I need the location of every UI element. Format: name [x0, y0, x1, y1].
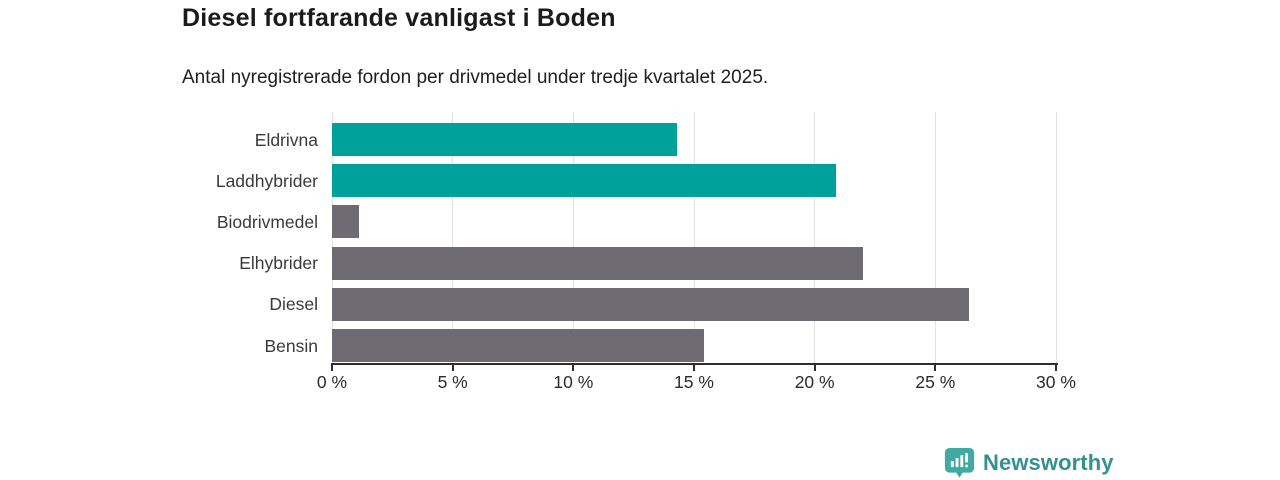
x-tick-mark	[451, 365, 454, 371]
category-axis: Eldrivna Laddhybrider Biodrivmedel Elhybrid…	[0, 112, 318, 363]
x-tick-label: 10 %	[553, 372, 594, 392]
newsworthy-icon	[944, 447, 975, 478]
plot-area	[331, 112, 1057, 363]
chart-subtitle: Antal nyregistrerade fordon per drivmede…	[182, 67, 769, 88]
category-label: Biodrivmedel	[216, 211, 318, 232]
bar-bensin	[332, 329, 704, 362]
x-tick-label: 5 %	[437, 372, 468, 392]
bar-laddhybrider	[332, 164, 837, 198]
gridline	[572, 112, 574, 363]
x-axis-line	[331, 363, 1058, 365]
gridline	[934, 112, 936, 363]
gridline	[814, 112, 816, 363]
category-label: Eldrivna	[254, 129, 318, 150]
category-label: Laddhybrider	[215, 170, 318, 191]
bar-diesel	[332, 287, 970, 321]
gridline	[452, 112, 454, 363]
x-tick-mark	[331, 365, 333, 371]
x-tick-label: 0 %	[316, 372, 348, 392]
x-tick-mark	[1055, 365, 1057, 371]
x-tick-label: 20 %	[794, 372, 835, 392]
newsworthy-logo-text: Newsworthy	[983, 450, 1114, 475]
gridline	[1055, 112, 1057, 363]
x-tick-mark	[813, 365, 816, 371]
bar-elhybrider	[332, 246, 863, 280]
chart-title: Diesel fortfarande vanligast i Boden	[182, 4, 616, 32]
x-tick-mark	[693, 365, 695, 371]
gridline	[693, 112, 695, 363]
newsworthy-logo[interactable]: Newsworthy	[944, 447, 1114, 479]
x-tick-mark	[934, 365, 937, 371]
bar-biodrivmedel	[332, 205, 359, 239]
x-tick-label: 30 %	[1036, 372, 1076, 392]
x-tick-label: 25 %	[915, 372, 956, 392]
x-tick-label: 15 %	[674, 372, 714, 392]
category-label: Bensin	[264, 335, 318, 356]
category-label: Elhybrider	[239, 253, 318, 274]
category-label: Diesel	[269, 294, 318, 315]
bar-eldrivna	[332, 123, 678, 156]
x-tick-mark	[572, 365, 575, 371]
